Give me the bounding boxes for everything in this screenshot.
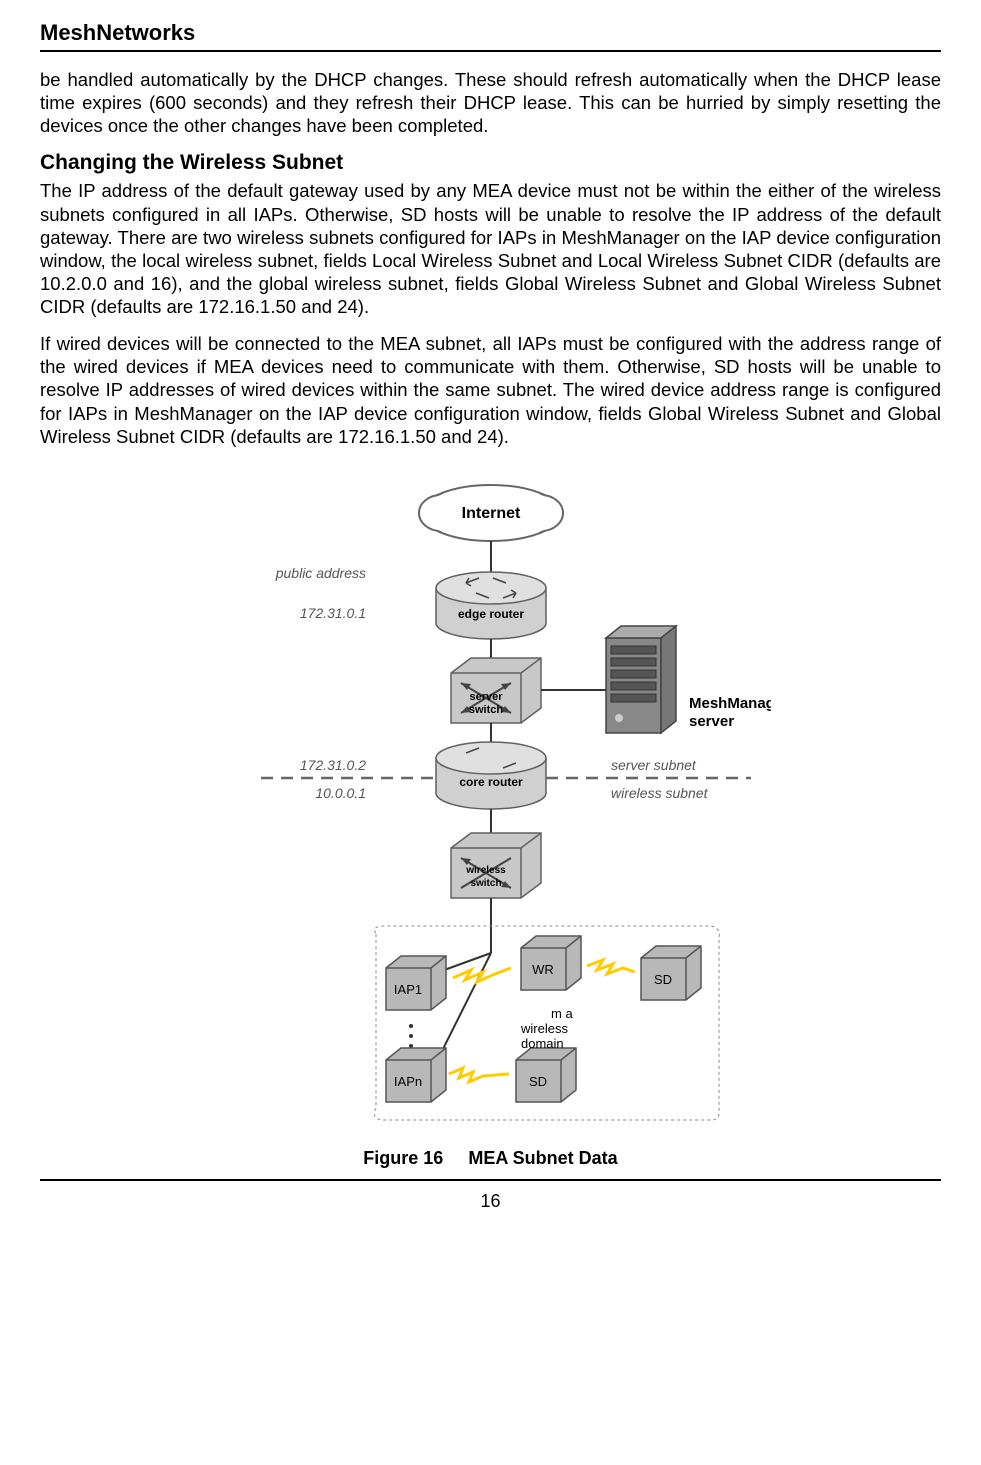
iap1-icon: IAP1: [386, 956, 446, 1010]
label-public-address: public address: [274, 565, 365, 581]
page-header-title: MeshNetworks: [40, 20, 941, 52]
figure-caption-text: MEA Subnet Data: [468, 1148, 617, 1168]
page-footer: 16: [40, 1179, 941, 1212]
label-iap1: IAP1: [393, 982, 421, 997]
label-ip2: 172.31.0.2: [299, 757, 365, 773]
label-sd2: SD: [528, 1074, 546, 1089]
label-meshmanager-2: server: [689, 713, 734, 730]
core-router-icon: core router: [436, 742, 546, 809]
server-switch-icon: server switch: [451, 658, 541, 723]
figure-caption-label: Figure 16: [363, 1148, 443, 1168]
page-number: 16: [480, 1191, 500, 1211]
figure-caption: Figure 16 MEA Subnet Data: [40, 1148, 941, 1169]
section-heading: Changing the Wireless Subnet: [40, 151, 941, 175]
label-sd1: SD: [653, 972, 671, 987]
label-server-switch-2: switch: [468, 704, 503, 716]
label-domain-3: domain: [521, 1036, 564, 1051]
label-wr: WR: [532, 962, 554, 977]
paragraph-3: If wired devices will be connected to th…: [40, 332, 941, 448]
label-internet: Internet: [461, 505, 520, 522]
figure-container: Internet public address 172.31.0.1 edge …: [40, 478, 941, 1169]
paragraph-1: be handled automatically by the DHCP cha…: [40, 68, 941, 137]
label-core-router: core router: [459, 775, 523, 789]
iapn-icon: IAPn: [386, 1048, 446, 1102]
label-wireless-subnet: wireless subnet: [611, 785, 709, 801]
lightning-3: [449, 1068, 509, 1082]
label-domain-2: wireless: [520, 1021, 568, 1036]
network-diagram: Internet public address 172.31.0.1 edge …: [211, 478, 771, 1138]
label-server-switch-1: server: [469, 691, 503, 703]
edge-router-icon: edge router: [436, 572, 546, 639]
label-domain-1: m a: [551, 1006, 573, 1021]
sd1-icon: SD: [641, 946, 701, 1000]
wireless-switch-icon: wireless switch: [451, 833, 541, 898]
label-ip3: 10.0.0.1: [315, 785, 366, 801]
svg-text:switch: switch: [470, 878, 501, 889]
svg-text:wireless: wireless: [465, 865, 506, 876]
lightning-2: [587, 960, 635, 974]
wr-icon: WR: [521, 936, 581, 990]
label-edge-router: edge router: [457, 607, 523, 621]
label-meshmanager-1: MeshManager: [689, 695, 771, 712]
label-iapn: IAPn: [393, 1074, 421, 1089]
label-ip1: 172.31.0.1: [299, 605, 365, 621]
meshmanager-server-icon: [606, 626, 676, 733]
paragraph-2: The IP address of the default gateway us…: [40, 179, 941, 318]
sd2-icon: SD: [516, 1048, 576, 1102]
label-server-subnet: server subnet: [611, 757, 697, 773]
